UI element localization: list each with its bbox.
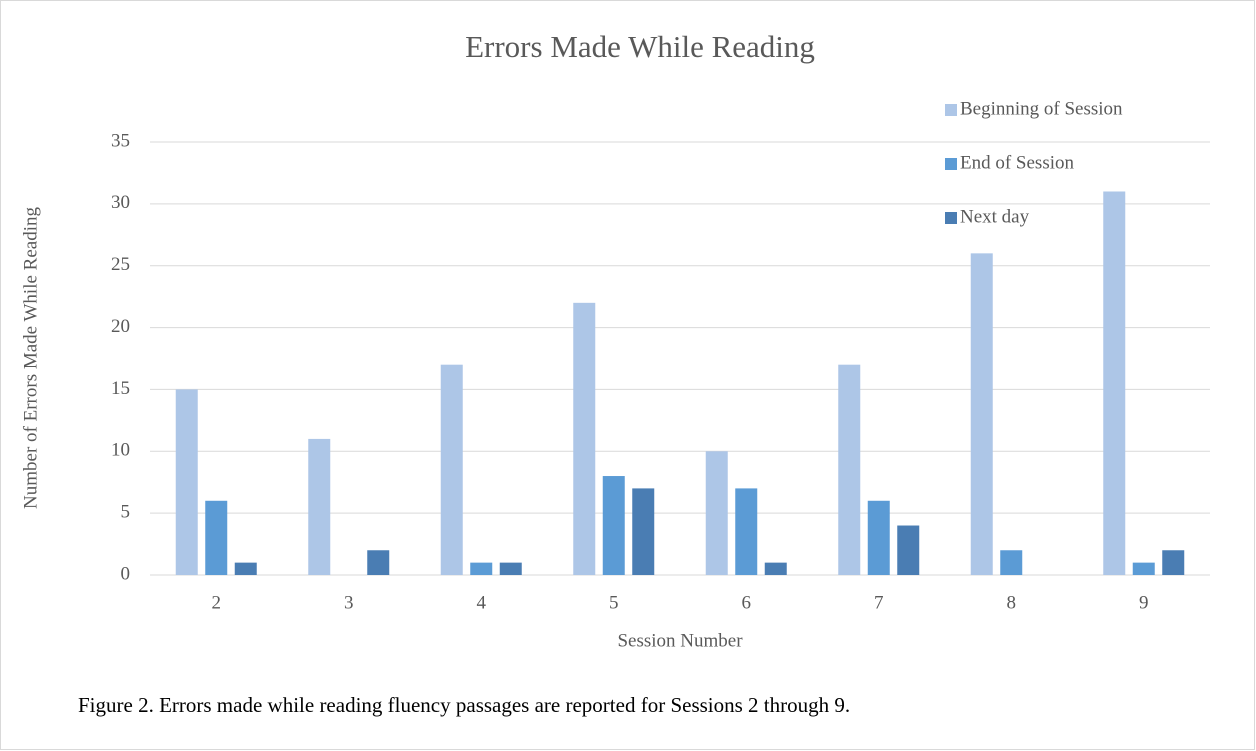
bar [602,476,625,575]
x-tick-label: 8 [1007,592,1017,613]
bar [367,550,390,575]
bar [308,438,331,575]
y-tick-label: 35 [111,130,130,151]
y-tick-label: 15 [111,378,130,399]
bar [632,488,655,575]
legend-label: Next day [960,206,1030,227]
bar [1000,550,1023,575]
legend-label: End of Session [960,152,1075,173]
bar [735,488,758,575]
bar [838,364,861,575]
y-tick-label: 20 [111,316,130,337]
x-tick-label: 4 [477,592,487,613]
chart-title: Errors Made While Reading [465,29,815,64]
legend-swatch [945,104,957,116]
legend-swatch [945,158,957,170]
bar [1132,562,1155,575]
y-tick-label: 0 [121,563,131,584]
x-tick-label: 9 [1139,592,1149,613]
bar [764,562,787,575]
caption: Figure 2. Errors made while reading flue… [78,693,850,717]
bar [175,389,198,575]
bar [1162,550,1185,575]
x-tick-label: 5 [609,592,619,613]
bar [499,562,522,575]
y-tick-label: 30 [111,192,130,213]
x-tick-label: 7 [874,592,884,613]
bar [440,364,463,575]
x-tick-label: 2 [212,592,222,613]
bar [234,562,257,575]
y-tick-label: 25 [111,254,130,275]
y-axis-label: Number of Errors Made While Reading [20,207,41,509]
bar [1103,191,1126,575]
legend-label: Beginning of Session [960,98,1123,119]
y-tick-label: 10 [111,440,130,461]
bar [970,253,993,576]
bar [897,525,920,575]
x-tick-label: 6 [742,592,752,613]
bar [705,451,728,575]
bar [573,302,596,575]
bar [867,500,890,575]
bar [205,500,228,575]
x-axis-label: Session Number [617,630,743,651]
bar [470,562,493,575]
legend-swatch [945,212,957,224]
y-tick-label: 5 [121,502,131,523]
x-tick-label: 3 [344,592,354,613]
